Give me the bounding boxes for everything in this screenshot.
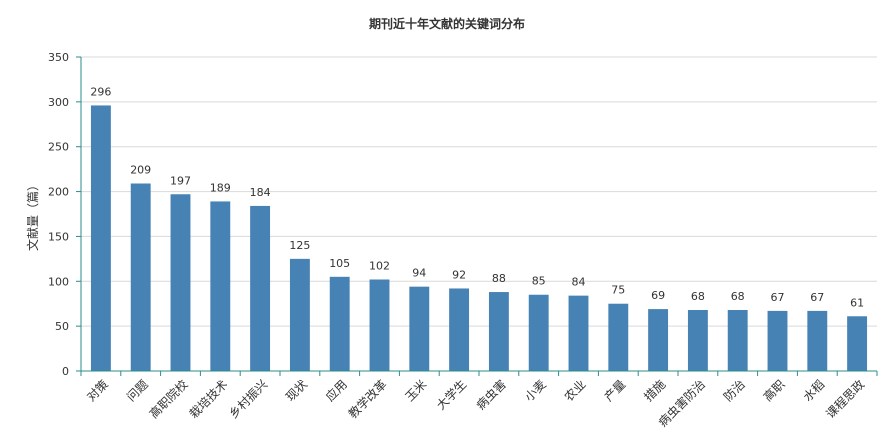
bars — [90, 105, 868, 372]
bar[interactable] — [767, 310, 788, 371]
bar-value-label: 184 — [250, 186, 271, 199]
x-tick-label: 对策 — [84, 377, 111, 404]
bar-value-label: 125 — [289, 239, 310, 252]
chart-title: 期刊近十年文献的关键词分布 — [369, 16, 525, 31]
bar-value-label: 88 — [492, 272, 506, 285]
bar-value-label: 69 — [651, 289, 665, 302]
bar-value-label: 68 — [691, 290, 705, 303]
bar-value-label: 189 — [210, 181, 231, 194]
bar[interactable] — [210, 201, 231, 371]
bar[interactable] — [250, 205, 271, 371]
x-tick-label: 课程思政 — [823, 377, 868, 422]
bar[interactable] — [847, 316, 868, 371]
x-tick-label: 现状 — [283, 377, 310, 404]
bar-value-label: 94 — [412, 267, 426, 280]
x-tick-label: 教学改革 — [345, 377, 390, 422]
bar[interactable] — [289, 258, 310, 371]
bar-value-label: 209 — [130, 163, 151, 176]
bar-value-label: 75 — [611, 284, 625, 297]
bar[interactable] — [648, 309, 669, 371]
y-tick-label: 300 — [48, 96, 69, 109]
x-tick-label: 应用 — [322, 377, 350, 405]
x-tick-label: 水稻 — [801, 377, 828, 404]
x-tick-label: 农业 — [562, 377, 589, 404]
bar-value-label: 92 — [452, 268, 466, 281]
x-tick-label: 高职 — [760, 377, 788, 405]
axes — [76, 56, 878, 376]
bar[interactable] — [130, 183, 151, 371]
x-tick-label: 乡村振兴 — [226, 377, 270, 421]
x-tick-label: 大学生 — [433, 377, 469, 413]
bar[interactable] — [409, 286, 430, 371]
x-tick-label: 病虫害 — [473, 377, 509, 413]
y-tick-label: 250 — [48, 141, 69, 154]
bar[interactable] — [90, 105, 111, 372]
x-tick-label: 措施 — [641, 377, 668, 404]
bar-value-label: 61 — [850, 296, 864, 309]
bar[interactable] — [687, 309, 708, 371]
bar[interactable] — [727, 309, 748, 371]
x-tick-label: 小麦 — [522, 377, 549, 404]
bar-value-label: 67 — [810, 291, 824, 304]
x-tick-label: 问题 — [124, 377, 151, 404]
bar-value-label: 105 — [329, 257, 350, 270]
bar[interactable] — [608, 303, 629, 371]
y-tick-label: 150 — [48, 230, 69, 243]
bar-value-label: 84 — [572, 276, 586, 289]
bar-value-label: 85 — [532, 275, 546, 288]
x-tick-label: 玉米 — [403, 377, 430, 404]
bar-value-label: 197 — [170, 174, 191, 187]
bar[interactable] — [528, 294, 549, 371]
bar[interactable] — [170, 194, 191, 371]
y-tick-label: 100 — [48, 275, 69, 288]
x-tick-label: 高职院校 — [146, 377, 191, 422]
y-tick-label: 350 — [48, 51, 69, 64]
bar[interactable] — [807, 310, 828, 371]
bar[interactable] — [568, 295, 589, 371]
grid-lines — [81, 56, 877, 327]
bar-value-label: 102 — [369, 259, 390, 272]
bar[interactable] — [369, 279, 390, 371]
y-tick-label: 200 — [48, 186, 69, 199]
bar-value-label: 296 — [90, 85, 111, 98]
x-tick-label: 栽培技术 — [186, 377, 231, 422]
x-tick-label: 产量 — [602, 377, 629, 404]
y-tick-label: 0 — [62, 365, 69, 378]
bar[interactable] — [449, 288, 470, 371]
bar-value-label: 67 — [771, 291, 785, 304]
x-tick-label: 防治 — [720, 377, 748, 405]
bar[interactable] — [329, 276, 350, 371]
bar-value-label: 68 — [731, 290, 745, 303]
y-tick-label: 50 — [55, 320, 69, 333]
bar[interactable] — [488, 292, 509, 371]
y-axis-label: 文献量（篇） — [25, 179, 40, 251]
